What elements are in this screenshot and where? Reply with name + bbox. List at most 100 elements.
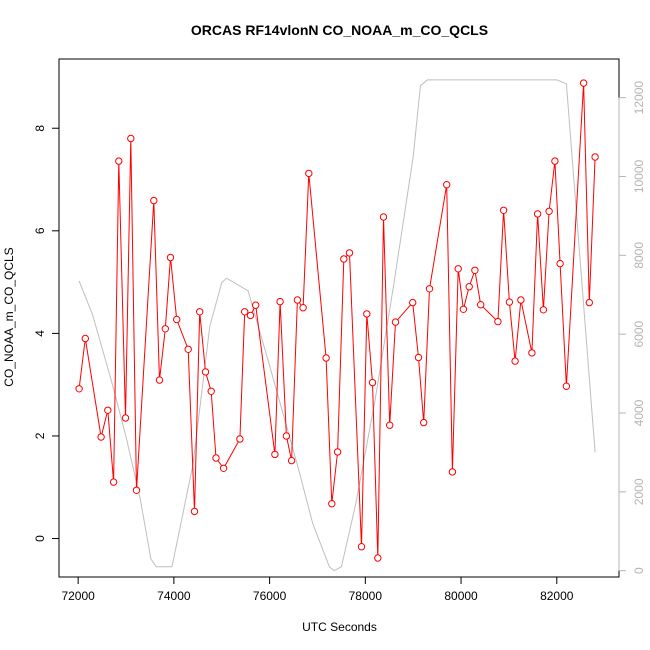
data-point <box>252 301 260 309</box>
y2-tick-label: 4000 <box>632 399 646 426</box>
data-point <box>511 357 519 365</box>
data-point <box>363 310 371 318</box>
altitude-line <box>78 79 596 572</box>
data-point <box>207 387 215 395</box>
y2-tick-label: 6000 <box>632 320 646 347</box>
x-tick-label: 78000 <box>349 589 383 603</box>
data-point <box>585 298 593 307</box>
data-point <box>328 500 336 508</box>
data-point <box>271 450 279 459</box>
data-point <box>425 285 434 293</box>
data-point <box>132 486 141 494</box>
data-point <box>533 210 542 218</box>
y-tick-label: 8 <box>33 125 47 132</box>
y2-tick-label: 8000 <box>632 242 646 269</box>
data-point <box>420 418 428 427</box>
y2-axis: 0 2000 4000 6000 8000 10000 12000 <box>618 81 646 574</box>
data-point <box>340 255 348 263</box>
data-point <box>127 134 135 143</box>
data-point <box>305 169 313 178</box>
data-point <box>539 306 548 314</box>
data-point <box>184 345 192 353</box>
data-point <box>545 207 553 216</box>
data-point <box>471 266 479 274</box>
data-point <box>386 421 394 429</box>
data-point <box>379 213 388 221</box>
data-point <box>236 435 244 443</box>
y-tick-label: 2 <box>33 432 47 439</box>
data-point <box>499 206 508 215</box>
data-point <box>591 153 599 161</box>
data-point <box>299 304 307 312</box>
data-point <box>517 296 525 304</box>
data-point <box>345 249 354 257</box>
data-point <box>166 253 175 262</box>
series-line <box>78 83 596 559</box>
data-point <box>173 315 181 324</box>
data-point <box>282 432 291 440</box>
data-point <box>409 298 417 307</box>
data-point <box>505 298 514 306</box>
data-point <box>579 79 588 87</box>
data-point <box>276 297 284 306</box>
y-tick-label: 4 <box>33 330 47 337</box>
data-point <box>97 433 105 441</box>
x-tick-label: 76000 <box>253 589 287 603</box>
data-point <box>150 196 158 205</box>
data-point <box>556 259 564 268</box>
data-point <box>190 507 199 516</box>
data-point <box>109 478 118 486</box>
x-tick-label: 74000 <box>157 589 191 603</box>
x-tick-label: 72000 <box>61 589 95 603</box>
data-point <box>75 385 83 393</box>
data-point <box>477 301 485 309</box>
series-layer <box>75 79 599 562</box>
chart-title: ORCAS RF14vlonN CO_NOAA_m_CO_QCLS <box>191 22 488 38</box>
data-point <box>201 368 210 376</box>
data-point <box>196 308 204 316</box>
data-point <box>443 181 451 189</box>
data-point <box>448 468 457 476</box>
y2-tick-label: 10000 <box>632 159 646 193</box>
data-point <box>293 296 302 304</box>
data-point <box>155 376 164 384</box>
y-axis-title: CO_NOAA_m_CO_QCLS <box>2 247 16 386</box>
plot-frame <box>58 58 620 578</box>
data-point <box>115 157 123 165</box>
data-point <box>414 353 423 362</box>
data-point <box>241 308 249 316</box>
data-point <box>368 378 377 387</box>
data-point <box>494 317 502 326</box>
data-point <box>81 334 90 343</box>
y2-tick-label: 12000 <box>632 81 646 115</box>
y2-tick-label: 0 <box>632 567 646 574</box>
data-point <box>161 325 170 333</box>
x-tick-label: 80000 <box>444 589 478 603</box>
x-axis-title: UTC Seconds <box>302 620 377 634</box>
y-tick-label: 0 <box>33 535 47 542</box>
data-point <box>246 311 255 320</box>
data-point <box>104 406 112 414</box>
data-point <box>287 456 296 465</box>
data-point <box>454 265 462 273</box>
y-axis: 0 2 4 6 8 <box>33 125 60 542</box>
data-point <box>465 283 473 291</box>
y2-tick-label: 2000 <box>632 478 646 505</box>
data-point <box>322 354 330 362</box>
x-axis: 72000 74000 76000 78000 80000 82000 <box>61 576 574 603</box>
data-point <box>212 454 220 462</box>
data-point <box>459 305 468 313</box>
data-point <box>121 414 130 422</box>
altitude-layer <box>78 79 596 572</box>
data-point <box>562 382 571 390</box>
x-tick-label: 82000 <box>540 589 574 603</box>
data-point <box>374 554 382 562</box>
data-point <box>357 543 366 551</box>
data-point <box>528 349 536 357</box>
data-point <box>333 448 342 456</box>
y-tick-label: 6 <box>33 227 47 234</box>
data-point <box>219 464 228 472</box>
data-point <box>551 157 559 165</box>
data-point <box>391 318 400 326</box>
